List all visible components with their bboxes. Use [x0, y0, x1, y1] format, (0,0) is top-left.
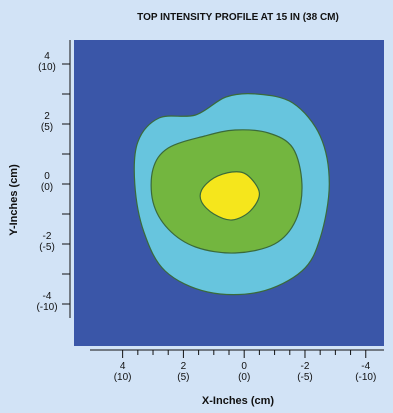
- y-tick-sublabel: (-10): [36, 302, 57, 313]
- x-axis: 4(10) 2(5) 0(0) -2(-5) -4(-10): [90, 349, 384, 383]
- x-tick-sublabel: (0): [238, 372, 250, 383]
- x-tick-label: 0: [241, 361, 247, 372]
- y-axis-title: Y-Inches (cm): [8, 164, 20, 236]
- x-tick-label: -4: [361, 361, 370, 372]
- y-tick-label: -4: [43, 291, 52, 302]
- y-tick-label: 2: [44, 111, 50, 122]
- x-tick-label: 4: [120, 361, 126, 372]
- y-axis: 4(10) 2(5) 0(0) -2(-5) -4(-10): [36, 40, 71, 318]
- x-tick-sublabel: (-10): [355, 372, 376, 383]
- y-tick-sublabel: (-5): [39, 242, 55, 253]
- y-tick-sublabel: (0): [41, 182, 53, 193]
- y-tick-label: 0: [44, 171, 50, 182]
- x-tick-label: -2: [301, 361, 310, 372]
- y-tick-sublabel: (5): [41, 122, 53, 133]
- chart-title: TOP INTENSITY PROFILE AT 15 IN (38 CM): [137, 12, 339, 23]
- contour-center: [199, 171, 260, 221]
- x-tick-label: 2: [181, 361, 187, 372]
- x-tick-sublabel: (5): [177, 372, 189, 383]
- x-tick-sublabel: (-5): [297, 372, 313, 383]
- y-tick-label: -2: [43, 231, 52, 242]
- contour-layers: [133, 92, 330, 296]
- y-tick-sublabel: (10): [38, 62, 56, 73]
- x-tick-sublabel: (10): [114, 372, 132, 383]
- x-axis-title: X-Inches (cm): [202, 395, 274, 407]
- y-tick-label: 4: [44, 51, 50, 62]
